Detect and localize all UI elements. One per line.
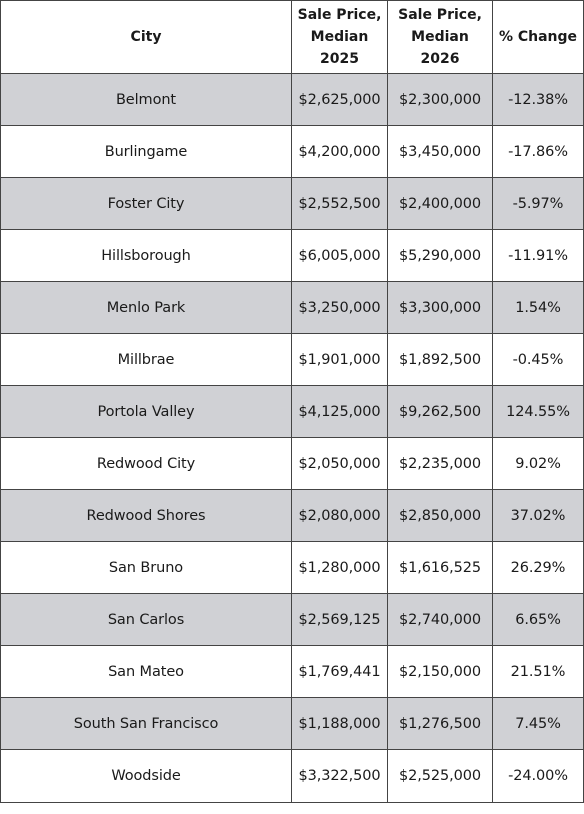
- percent-change-cell: -11.91%: [492, 229, 584, 282]
- price-2025-cell: $1,769,441: [291, 645, 388, 698]
- price-2026-cell: $2,400,000: [387, 177, 493, 230]
- header-price-2026-line-2: Median: [411, 29, 469, 45]
- table-row: Woodside $3,322,500 $2,525,000 -24.00%: [0, 749, 584, 803]
- percent-change-cell: 1.54%: [492, 281, 584, 334]
- city-cell: Belmont: [0, 73, 292, 126]
- price-2025-cell: $2,625,000: [291, 73, 388, 126]
- price-2025-cell: $2,050,000: [291, 437, 388, 490]
- price-2025-cell: $1,188,000: [291, 697, 388, 750]
- city-cell: Millbrae: [0, 333, 292, 386]
- header-price-2026-line-3: 2026: [420, 51, 460, 67]
- table-row: Redwood Shores $2,080,000 $2,850,000 37.02%: [0, 489, 584, 542]
- city-cell: Portola Valley: [0, 385, 292, 438]
- percent-change-cell: 9.02%: [492, 437, 584, 490]
- percent-change-cell: -17.86%: [492, 125, 584, 178]
- price-2026-cell: $2,740,000: [387, 593, 493, 646]
- price-2025-cell: $3,250,000: [291, 281, 388, 334]
- table-row: South San Francisco $1,188,000 $1,276,500 7…: [0, 697, 584, 750]
- price-2026-cell: $5,290,000: [387, 229, 493, 282]
- percent-change-cell: 6.65%: [492, 593, 584, 646]
- price-2026-cell: $9,262,500: [387, 385, 493, 438]
- city-cell: Menlo Park: [0, 281, 292, 334]
- price-2025-cell: $2,552,500: [291, 177, 388, 230]
- table-row: Belmont $2,625,000 $2,300,000 -12.38%: [0, 73, 584, 126]
- price-2025-cell: $2,080,000: [291, 489, 388, 542]
- price-2025-cell: $4,200,000: [291, 125, 388, 178]
- header-city: City: [0, 0, 292, 74]
- percent-change-cell: -12.38%: [492, 73, 584, 126]
- header-percent-change: % Change: [492, 0, 584, 74]
- price-2026-cell: $1,616,525: [387, 541, 493, 594]
- price-2026-cell: $2,850,000: [387, 489, 493, 542]
- city-cell: Redwood Shores: [0, 489, 292, 542]
- percent-change-cell: -5.97%: [492, 177, 584, 230]
- table-row: Menlo Park $3,250,000 $3,300,000 1.54%: [0, 281, 584, 334]
- price-2026-cell: $2,525,000: [387, 749, 493, 803]
- city-cell: Hillsborough: [0, 229, 292, 282]
- table-row: Portola Valley $4,125,000 $9,262,500 124.55…: [0, 385, 584, 438]
- table-row: Redwood City $2,050,000 $2,235,000 9.02%: [0, 437, 584, 490]
- price-2026-cell: $2,300,000: [387, 73, 493, 126]
- header-price-2025-line-3: 2025: [320, 51, 359, 67]
- price-2025-cell: $4,125,000: [291, 385, 388, 438]
- table-row: San Bruno $1,280,000 $1,616,525 26.29%: [0, 541, 584, 594]
- table-row: Millbrae $1,901,000 $1,892,500 -0.45%: [0, 333, 584, 386]
- price-2025-cell: $1,901,000: [291, 333, 388, 386]
- table-row: Foster City $2,552,500 $2,400,000 -5.97%: [0, 177, 584, 230]
- price-2025-cell: $3,322,500: [291, 749, 388, 803]
- price-2026-cell: $3,300,000: [387, 281, 493, 334]
- price-2026-cell: $1,892,500: [387, 333, 493, 386]
- percent-change-cell: 124.55%: [492, 385, 584, 438]
- percent-change-cell: -24.00%: [492, 749, 584, 803]
- price-2025-cell: $2,569,125: [291, 593, 388, 646]
- city-cell: Redwood City: [0, 437, 292, 490]
- table-header: City Sale Price, Median 2025 Sale Price,…: [0, 0, 584, 74]
- percent-change-cell: 7.45%: [492, 697, 584, 750]
- table-row: San Mateo $1,769,441 $2,150,000 21.51%: [0, 645, 584, 698]
- header-price-2025-line-1: Sale Price,: [297, 7, 382, 23]
- header-row: City Sale Price, Median 2025 Sale Price,…: [0, 0, 584, 74]
- header-price-2026: Sale Price, Median 2026: [387, 0, 493, 74]
- percent-change-cell: 21.51%: [492, 645, 584, 698]
- city-cell: South San Francisco: [0, 697, 292, 750]
- table-row: Burlingame $4,200,000 $3,450,000 -17.86%: [0, 125, 584, 178]
- price-2026-cell: $3,450,000: [387, 125, 493, 178]
- header-price-2025-line-2: Median: [310, 29, 369, 45]
- percent-change-cell: 26.29%: [492, 541, 584, 594]
- city-cell: Woodside: [0, 749, 292, 803]
- price-2025-cell: $6,005,000: [291, 229, 388, 282]
- table-body: Belmont $2,625,000 $2,300,000 -12.38% Burlin…: [0, 73, 584, 803]
- price-2026-cell: $2,150,000: [387, 645, 493, 698]
- price-2025-cell: $1,280,000: [291, 541, 388, 594]
- city-cell: San Bruno: [0, 541, 292, 594]
- percent-change-cell: 37.02%: [492, 489, 584, 542]
- city-cell: San Mateo: [0, 645, 292, 698]
- price-2026-cell: $1,276,500: [387, 697, 493, 750]
- header-price-2025: Sale Price, Median 2025: [291, 0, 388, 74]
- city-cell: San Carlos: [0, 593, 292, 646]
- city-cell: Burlingame: [0, 125, 292, 178]
- city-cell: Foster City: [0, 177, 292, 230]
- table-row: Hillsborough $6,005,000 $5,290,000 -11.91%: [0, 229, 584, 282]
- table-row: San Carlos $2,569,125 $2,740,000 6.65%: [0, 593, 584, 646]
- header-price-2026-line-1: Sale Price,: [398, 7, 482, 23]
- price-2026-cell: $2,235,000: [387, 437, 493, 490]
- percent-change-cell: -0.45%: [492, 333, 584, 386]
